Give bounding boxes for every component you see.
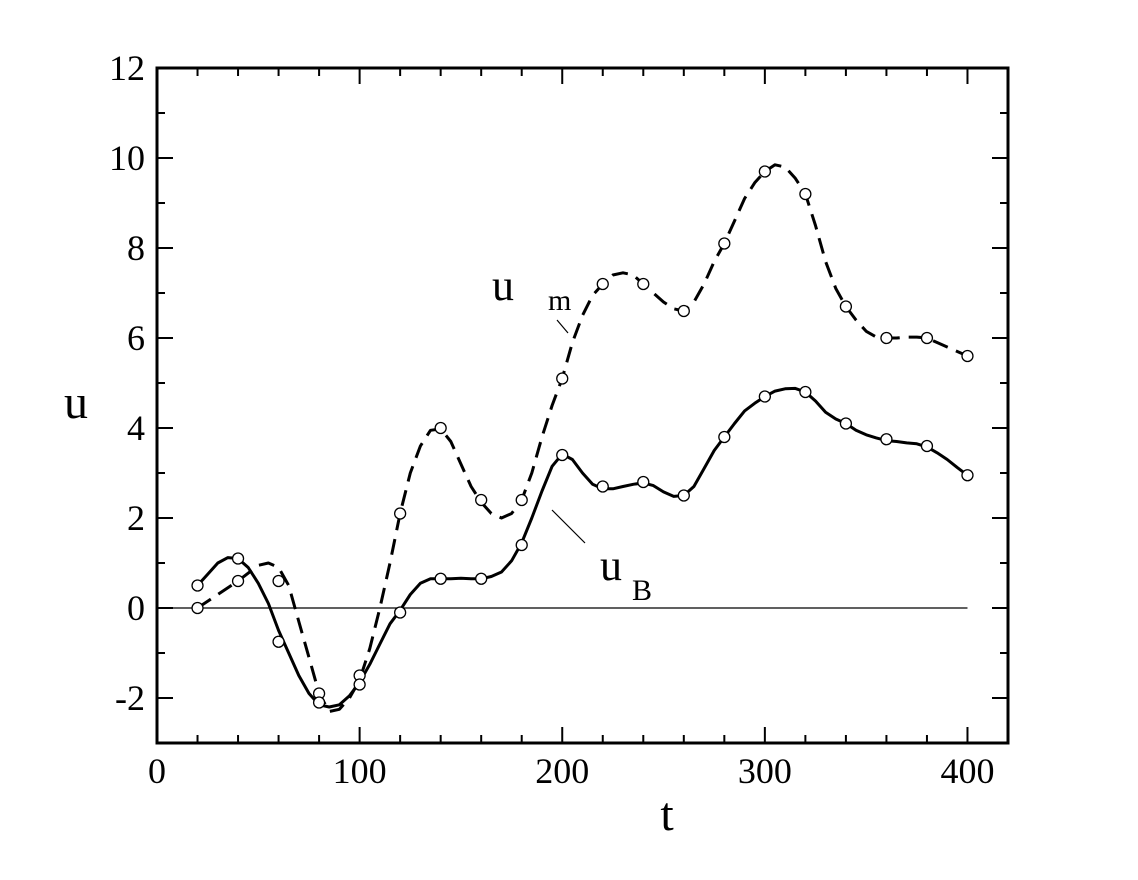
data-point-u-b — [231, 552, 245, 565]
data-point-u-m — [839, 300, 853, 313]
y-tick-label: 2 — [127, 498, 145, 538]
data-point-u-m — [515, 493, 528, 507]
data-point-u-b — [393, 606, 407, 619]
data-point-u-m — [556, 372, 569, 385]
data-point-u-b — [434, 572, 447, 585]
marker-layer — [191, 165, 974, 709]
y-tick-label: 8 — [127, 228, 145, 268]
data-point-u-m — [799, 187, 812, 201]
data-point-u-b — [312, 696, 326, 709]
data-point-u-m — [475, 493, 488, 507]
x-tick-label: 400 — [940, 751, 994, 791]
y-tick-label: -2 — [115, 678, 145, 718]
data-point-u-b — [637, 475, 650, 489]
series-label-u-b: uB — [600, 541, 652, 607]
data-point-u-m — [880, 331, 893, 345]
data-point-u-b — [677, 489, 690, 502]
data-point-u-b — [475, 572, 488, 585]
x-tick-label: 100 — [333, 751, 387, 791]
y-tick-label: 12 — [109, 48, 145, 88]
data-point-u-b — [758, 390, 772, 403]
data-point-u-m — [191, 601, 204, 615]
x-tick-label: 0 — [148, 751, 166, 791]
y-tick-label: 0 — [127, 588, 145, 628]
x-axis-title: t — [660, 788, 674, 841]
data-point-u-b — [839, 417, 853, 430]
data-point-u-b — [718, 430, 731, 444]
data-point-u-b — [880, 433, 893, 446]
data-point-u-b — [799, 385, 812, 399]
data-point-u-b — [596, 480, 609, 493]
data-point-u-m — [596, 277, 609, 291]
data-point-u-m — [677, 304, 690, 318]
data-point-u-b — [353, 678, 366, 691]
data-point-u-b — [515, 538, 528, 552]
data-point-u-m — [961, 349, 974, 363]
series-label-leader — [556, 319, 569, 334]
x-tick-label: 200 — [535, 751, 589, 791]
data-point-u-m — [272, 574, 285, 588]
data-point-u-m — [718, 237, 731, 250]
data-point-u-m — [393, 507, 407, 520]
y-tick-label: 6 — [127, 318, 145, 358]
x-tick-label: 300 — [738, 751, 792, 791]
data-point-u-b — [556, 448, 569, 462]
data-point-u-m — [231, 574, 245, 588]
series-label-leader — [551, 509, 586, 544]
data-point-u-m — [758, 165, 772, 178]
data-point-u-m — [920, 331, 934, 345]
y-tick-label: 4 — [127, 408, 145, 448]
y-tick-label: 10 — [109, 138, 145, 178]
data-point-u-m — [637, 277, 650, 291]
y-axis-title: u — [64, 376, 88, 429]
series-line-u-m — [196, 163, 969, 713]
data-point-u-b — [920, 439, 934, 453]
plot-frame — [155, 66, 1010, 745]
series-line-u-b — [196, 386, 969, 709]
axes-layer — [155, 66, 1010, 745]
data-point-u-b — [272, 635, 285, 648]
series-layer — [196, 163, 969, 713]
data-point-u-m — [434, 421, 447, 435]
data-point-u-b — [191, 579, 204, 592]
data-point-u-b — [961, 469, 974, 482]
